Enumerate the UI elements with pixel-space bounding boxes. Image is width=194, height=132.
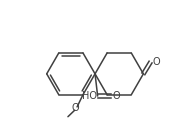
Text: O: O [152, 57, 160, 67]
Text: O: O [112, 91, 120, 101]
Text: HO: HO [82, 91, 97, 101]
Text: O: O [72, 103, 80, 114]
